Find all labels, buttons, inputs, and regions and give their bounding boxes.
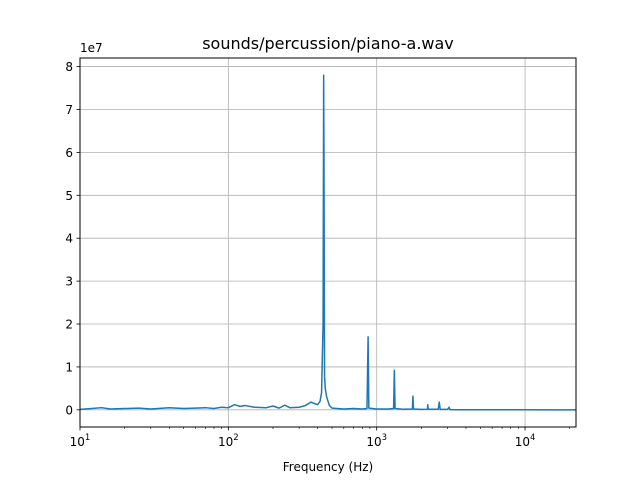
y-tick-label: 2: [65, 318, 73, 332]
y-tick-label: 8: [65, 60, 73, 74]
grid: [79, 58, 576, 427]
x-axis: 101 102 103 104: [70, 427, 571, 449]
x-tick-label: 104: [515, 433, 536, 449]
x-tick-label: 101: [70, 433, 91, 449]
series-layer: [79, 74, 576, 411]
y-tick-label: 6: [65, 146, 73, 160]
chart-title: sounds/percussion/piano-a.wav: [202, 34, 454, 53]
y-axis: 0 1 2 3 4 5 6 7 8: [65, 60, 80, 417]
y-tick-label: 1: [65, 360, 73, 374]
x-axis-label: Frequency (Hz): [283, 460, 374, 474]
x-tick-label: 102: [218, 433, 239, 449]
series-line: [79, 74, 576, 411]
y-tick-label: 3: [65, 275, 73, 289]
y-tick-label: 7: [65, 103, 73, 117]
x-tick-label: 103: [366, 433, 387, 449]
plot-frame: [79, 57, 577, 428]
y-tick-label: 4: [65, 232, 73, 246]
y-tick-label: 5: [65, 189, 73, 203]
y-axis-multiplier: 1e7: [80, 41, 103, 55]
y-tick-label: 0: [65, 403, 73, 417]
